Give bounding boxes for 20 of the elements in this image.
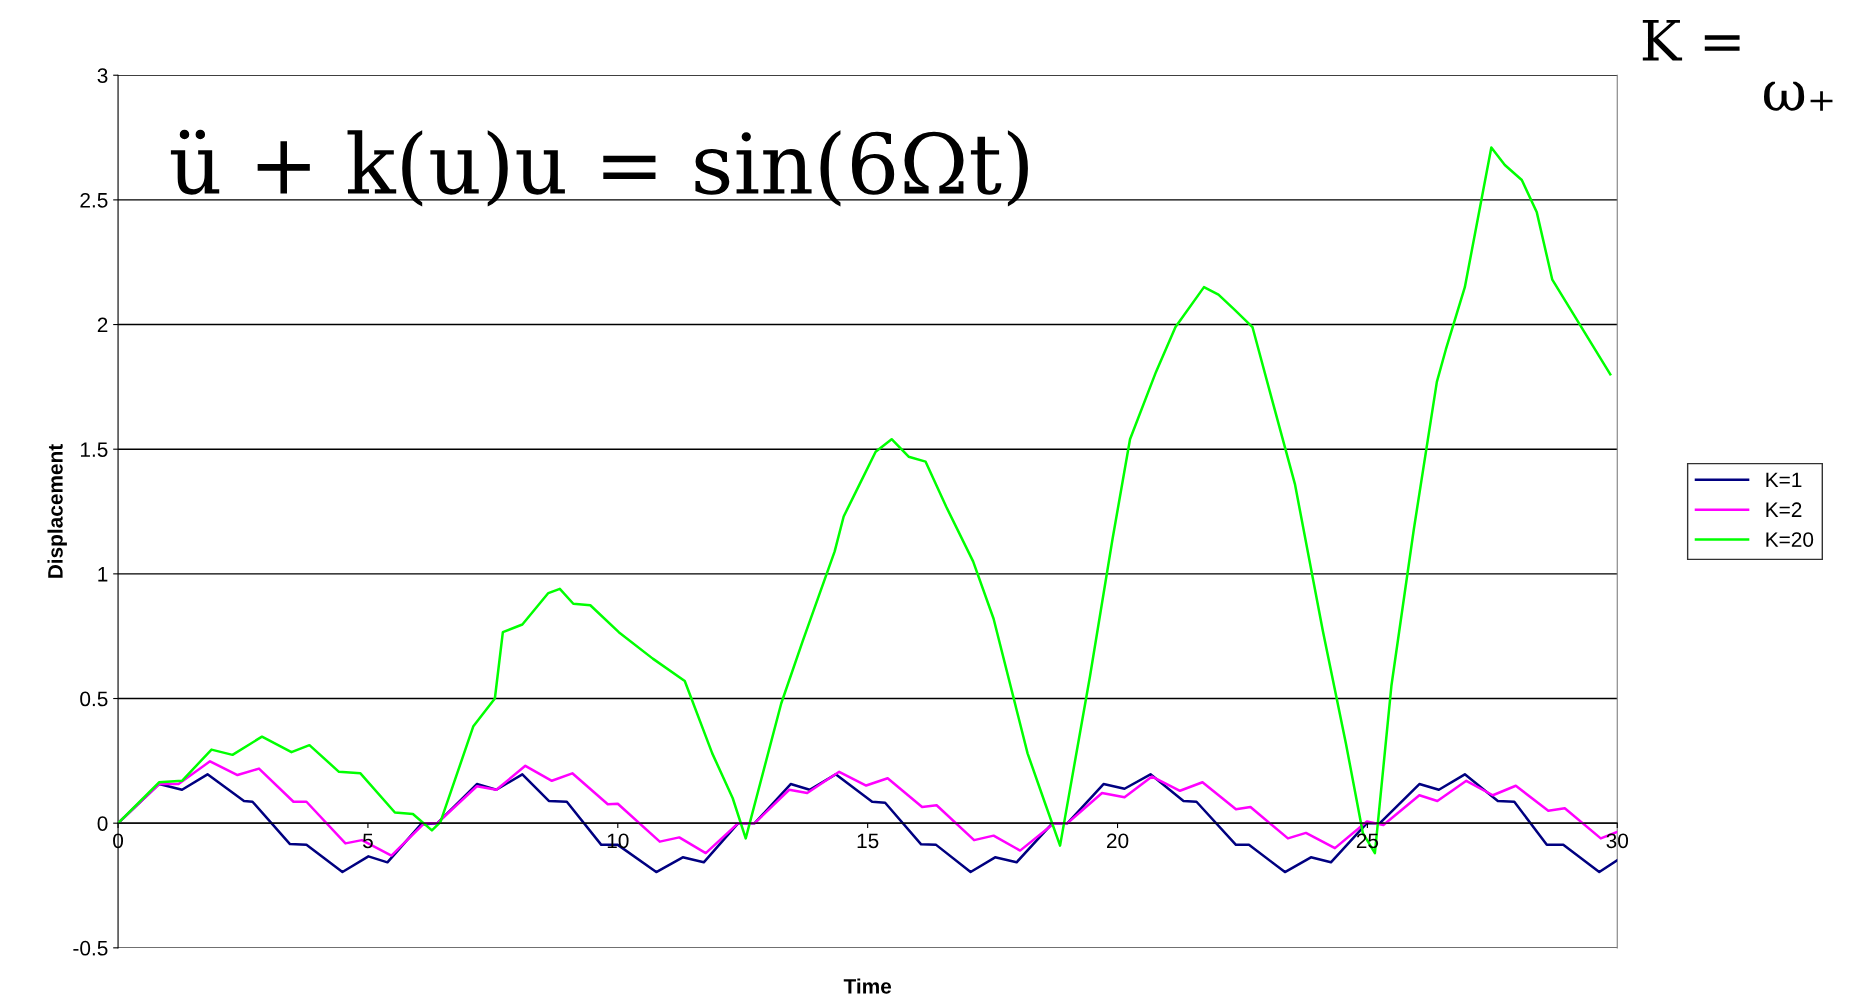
x-axis-title: Time [843,978,892,994]
y-tick-label: 0.5 [80,691,108,707]
y-tick-label: 1.5 [80,442,108,457]
y-tick-label: 2.5 [80,192,108,208]
text: K = [1642,19,1740,61]
y-axis-title: Displacement [47,444,67,578]
y-tick-label: 1 [98,567,108,582]
legend-label: K=2 [1766,502,1802,517]
legend-label: K=1 [1766,472,1802,488]
y-tick-label: 3 [97,68,108,83]
x-tick-label: 10 [607,833,629,849]
text: ω₊ [1764,81,1833,111]
annotation: ü + k(u)u = sin(6Ωt) [170,129,1028,207]
y-tick-label: 2 [97,317,108,333]
y-tick-label: -0.5 [73,940,108,956]
x-tick-label: 20 [1106,833,1129,849]
y-tick-label: 0 [97,816,108,831]
x-tick-label: 15 [857,833,879,849]
x-tick-label: 30 [1606,833,1629,849]
legend-label: K=20 [1766,532,1814,547]
